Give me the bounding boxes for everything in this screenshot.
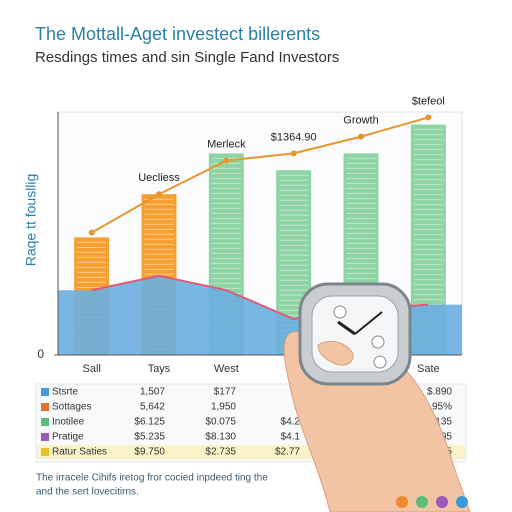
legend-swatch [41, 388, 49, 396]
table-cell: $177 [214, 387, 237, 398]
row-label: Sottages [52, 402, 91, 413]
x-tick-label: Sate [417, 363, 440, 375]
table-cell: $.890 [427, 387, 452, 398]
x-tick-label: Sall [82, 363, 100, 375]
watch-hand [354, 311, 383, 335]
decor-dot [416, 496, 428, 508]
line-point [223, 157, 230, 164]
row-label: Stsrte [52, 387, 79, 398]
annotation: $tefeol [412, 95, 445, 107]
thumb [317, 341, 354, 366]
hand-with-watch [283, 282, 471, 512]
x-tick-label: West [214, 363, 239, 375]
watch-button [373, 355, 387, 369]
table-cell: $2.735 [205, 447, 236, 458]
line-point [358, 133, 364, 140]
footer-line: and the sert lovecitirns. [36, 487, 139, 498]
table-cell: $.95% [424, 402, 452, 413]
table-cell: 1,507 [140, 387, 165, 398]
annotation: Merleck [207, 139, 246, 151]
chart-title: The Mottall-Aget investect billerents [35, 24, 320, 44]
decor-dot [456, 496, 468, 508]
annotation: Growth [343, 115, 378, 127]
footer-line: The irracele Cihifs iretog fror cocied i… [36, 473, 268, 484]
y-tick-label: 0 [37, 347, 44, 361]
line-point [290, 150, 297, 157]
line-point [88, 229, 95, 236]
watch-button [333, 305, 347, 319]
line [91, 116, 429, 234]
table-cell: $4.1 [281, 432, 301, 443]
legend-swatch [41, 433, 49, 441]
line-point [156, 191, 162, 198]
watch-button [371, 335, 385, 349]
table-cell: $2.77 [275, 447, 300, 458]
table-cell: 5,642 [140, 402, 165, 413]
legend-swatch [41, 448, 49, 456]
table-cell: 1,950 [211, 402, 236, 413]
annotation: $1364.90 [271, 131, 317, 143]
chart-subtitle: Resdings times and sin Single Fand Inves… [35, 49, 339, 66]
line-point [425, 114, 432, 121]
watch-hand [337, 320, 356, 336]
y-axis-label: Raqe tt fousllig [23, 174, 39, 267]
table-cell: $6.125 [134, 417, 165, 428]
decor-dot [396, 496, 408, 508]
table-cell: $0.075 [205, 417, 236, 428]
x-tick-label: Tays [148, 363, 171, 375]
table-cell: $5.235 [134, 432, 165, 443]
legend-swatch [41, 403, 49, 411]
legend-swatch [41, 418, 49, 426]
table-cell: $4.2 [281, 417, 301, 428]
row-label: Ratur Saties [52, 447, 107, 458]
row-label: Pratige [52, 432, 84, 443]
row-label: Inotilee [52, 417, 85, 428]
annotation: Uecliess [138, 172, 180, 184]
table-cell: $9.750 [134, 447, 165, 458]
table-cell: $8.130 [205, 432, 236, 443]
table-cell: $.135 [427, 417, 452, 428]
decor-dot [436, 496, 448, 508]
